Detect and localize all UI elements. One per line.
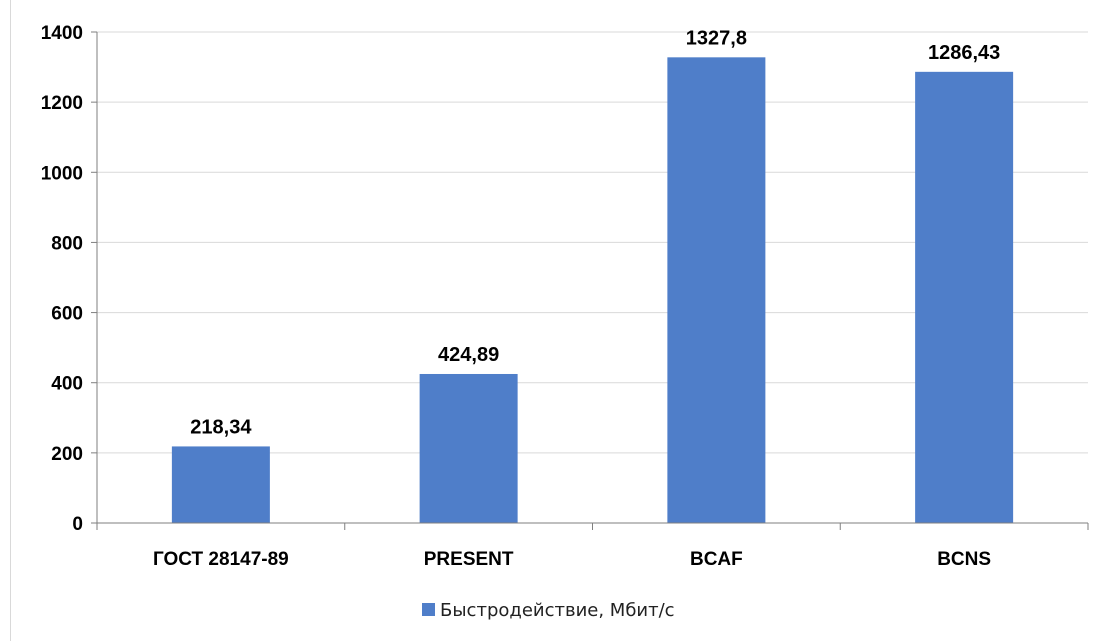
data-label: 1286,43 (928, 42, 1000, 64)
y-tick-label: 600 (51, 304, 83, 325)
y-tick-label: 0 (72, 514, 83, 535)
x-tick-label: PRESENT (424, 549, 514, 570)
y-tick-label: 200 (51, 444, 83, 465)
data-label: 218,34 (190, 416, 252, 438)
legend: Быстродействие, Мбит/с (422, 600, 675, 621)
y-tick-label: 400 (51, 374, 83, 395)
y-tick-label: 1400 (41, 23, 83, 44)
y-tick-label: 800 (51, 233, 83, 254)
bar (915, 71, 1014, 523)
y-tick-label: 1000 (41, 163, 83, 184)
bar (667, 57, 766, 524)
bar (171, 446, 270, 523)
x-tick-label: BCNS (937, 549, 991, 570)
x-tick-label: ГОСТ 28147-89 (153, 549, 289, 570)
data-label: 424,89 (438, 344, 499, 366)
data-label: 1327,8 (686, 27, 747, 49)
y-axis: 0 200 400 600 800 1000 1200 1400 (41, 23, 98, 535)
bar (419, 373, 518, 523)
legend-label: Быстродействие, Мбит/с (440, 600, 675, 621)
bars: 218,34 424,89 1327,8 1286,43 (171, 27, 1014, 524)
x-axis: ГОСТ 28147-89 PRESENT BCAF BCNS (96, 522, 1089, 570)
legend-swatch (422, 603, 435, 616)
y-tick-label: 1200 (41, 93, 83, 114)
chart-frame (10, 0, 1102, 641)
x-tick-label: BCAF (690, 549, 743, 570)
